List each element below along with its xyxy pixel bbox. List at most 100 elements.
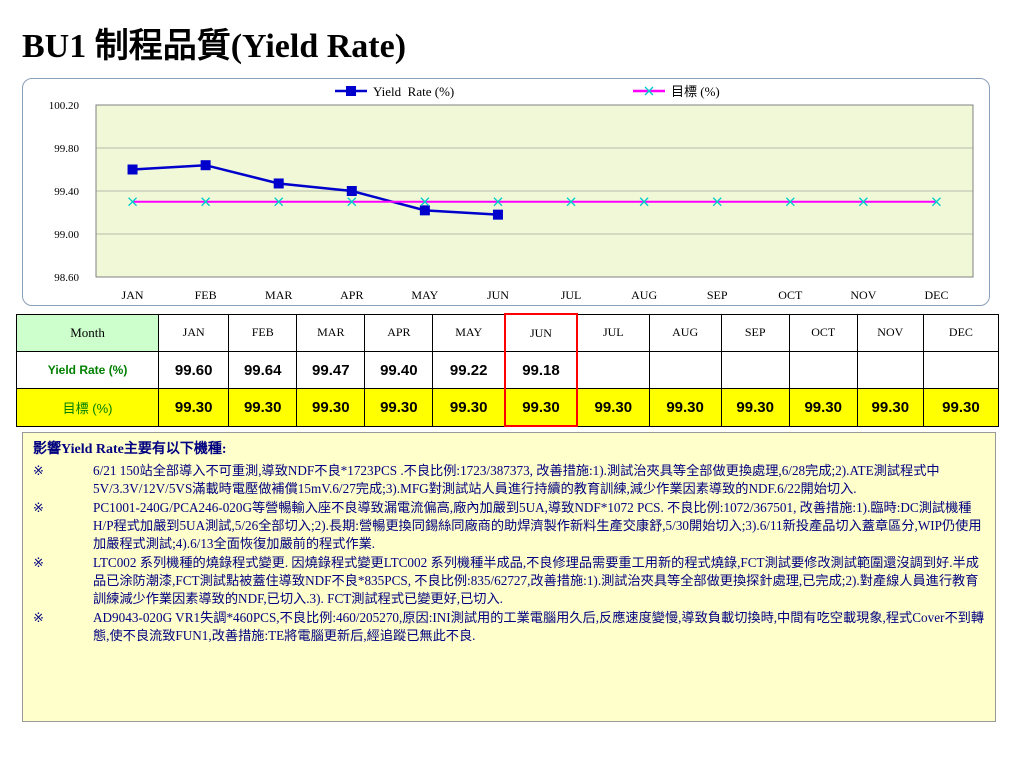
- x-tick-label: OCT: [778, 288, 803, 302]
- target-point: [201, 197, 211, 207]
- yield-value-jan: 99.60: [158, 351, 230, 389]
- yield-point: [346, 186, 357, 196]
- month-header-apr: APR: [364, 313, 434, 352]
- x-tick-label: MAR: [265, 288, 292, 302]
- yield-point: [492, 209, 503, 220]
- yield-value-nov: [856, 351, 924, 389]
- target-point: [639, 197, 649, 207]
- month-header-oct: OCT: [788, 313, 858, 352]
- y-tick-label: 100.20: [49, 100, 80, 112]
- x-tick-label: JAN: [122, 288, 144, 302]
- x-tick-label: FEB: [195, 288, 217, 302]
- note-item: ※ AD9043-020G VR1失調*460PCS,不良比例:460/20527…: [33, 609, 985, 645]
- x-tick-label: DEC: [924, 288, 948, 302]
- x-tick-label: AUG: [631, 288, 657, 302]
- note-marker: ※: [33, 555, 45, 570]
- month-header-cell: Month: [15, 313, 160, 352]
- target-point: [347, 197, 357, 207]
- target-value-oct: 99.30: [788, 388, 858, 427]
- target-value-jun: 99.30: [503, 388, 579, 427]
- notes-panel: 影響Yield Rate主要有以下機種: ※ 6/21 150站全部導入不可重測,…: [22, 432, 996, 722]
- yield-value-sep: [720, 351, 790, 389]
- notes-list: ※ 6/21 150站全部導入不可重測,導致NDF不良*1723PCS .不良比例…: [33, 462, 985, 645]
- yield-rate-label-cell: Yield Rate (%): [15, 351, 160, 389]
- legend-label: Yield Rate (%): [373, 84, 454, 99]
- yield-value-jul: [576, 351, 650, 389]
- target-value-apr: 99.30: [364, 388, 434, 427]
- table-header-row: Month JAN FEB MAR APR MAY JUN JUL AUG SEP OCT NOV D…: [15, 313, 1000, 352]
- month-header-dec: DEC: [922, 313, 1000, 352]
- yield-value-may: 99.22: [432, 351, 506, 389]
- month-header-sep: SEP: [720, 313, 790, 352]
- axis-labels: 100.20 99.80 99.40 99.00 98.60 JAN FEB MAR APR MA…: [49, 100, 949, 302]
- note-marker: ※: [33, 463, 45, 478]
- yield-value-oct: [788, 351, 858, 389]
- x-tick-label: APR: [340, 288, 363, 302]
- y-tick-label: 99.80: [54, 143, 79, 155]
- target-value-jul: 99.30: [576, 388, 650, 427]
- note-item: ※ PC1001-240G/PCA246-020G等營暢輸入座不良導致漏電流偏高,…: [33, 499, 985, 553]
- target-row: 目標 (%) 99.30 99.30 99.30 99.30 99.30 99.30 99.…: [15, 388, 1000, 427]
- yield-value-jun: 99.18: [503, 351, 579, 389]
- target-value-jan: 99.30: [158, 388, 230, 427]
- target-point: [274, 197, 284, 207]
- target-value-mar: 99.30: [296, 388, 366, 427]
- series-line: [132, 163, 499, 216]
- target-value-sep: 99.30: [720, 388, 790, 427]
- target-value-nov: 99.30: [856, 388, 924, 427]
- x-tick-label: SEP: [707, 288, 728, 302]
- target-point: [931, 197, 941, 207]
- note-marker: ※: [33, 500, 45, 515]
- y-tick-label: 99.40: [54, 186, 79, 198]
- yield-point: [200, 160, 211, 171]
- month-header-feb: FEB: [228, 313, 298, 352]
- note-item: ※ LTC002 系列機種的燒錄程式變更. 因燒錄程式變更LTC002 系列機種半…: [33, 554, 985, 608]
- x-tick-label: JUN: [487, 288, 509, 302]
- yield-point: [127, 164, 138, 175]
- page-title: BU1 制程品質(Yield Rate): [22, 28, 407, 65]
- note-text: PC1001-240G/PCA246-020G等營暢輸入座不良導致漏電流偏高,廠…: [93, 500, 982, 551]
- month-header-may: MAY: [432, 313, 506, 352]
- target-value-dec: 99.30: [922, 388, 1000, 427]
- note-text: AD9043-020G VR1失調*460PCS,不良比例:460/205270…: [93, 610, 985, 643]
- note-text: LTC002 系列機種的燒錄程式變更. 因燒錄程式變更LTC002 系列機種半成…: [93, 555, 979, 606]
- yield-value-mar: 99.47: [296, 351, 366, 389]
- target-point: [420, 197, 430, 207]
- target-value-feb: 99.30: [228, 388, 298, 427]
- note-text: 6/21 150站全部導入不可重測,導致NDF不良*1723PCS .不良比例:…: [93, 463, 940, 496]
- chart-svg: 100.20 99.80 99.40 99.00 98.60 JAN FEB MAR APR MA…: [49, 84, 974, 302]
- yield-rate-chart: 100.20 99.80 99.40 99.00 98.60 JAN FEB MAR APR MA…: [22, 78, 990, 306]
- legend-marker: [644, 86, 654, 96]
- x-tick-label: JUL: [561, 288, 582, 302]
- legend-label: 目標 (%): [671, 84, 720, 99]
- month-header-jan: JAN: [158, 313, 230, 352]
- target-value-aug: 99.30: [648, 388, 722, 427]
- grid-lines: [96, 104, 973, 278]
- month-header-aug: AUG: [648, 313, 722, 352]
- yield-value-aug: [648, 351, 722, 389]
- note-marker: ※: [33, 610, 45, 625]
- yield-rate-row: Yield Rate (%) 99.60 99.64 99.47 99.40 99.22…: [15, 351, 1000, 389]
- yield-value-apr: 99.40: [364, 351, 434, 389]
- target-point: [712, 197, 722, 207]
- month-header-jul: JUL: [576, 313, 650, 352]
- legend-marker: [346, 86, 356, 96]
- series-layer: [127, 160, 941, 220]
- notes-heading: 影響Yield Rate主要有以下機種:: [33, 442, 227, 457]
- x-tick-label: MAY: [411, 288, 438, 302]
- target-point: [128, 197, 138, 207]
- y-tick-label: 99.00: [54, 229, 79, 241]
- target-point: [785, 197, 795, 207]
- target-point: [566, 197, 576, 207]
- month-header-nov: NOV: [856, 313, 924, 352]
- target-value-may: 99.30: [432, 388, 506, 427]
- yield-point: [419, 205, 430, 216]
- legend: Yield Rate (%) 目標 (%): [335, 84, 720, 99]
- target-point: [493, 197, 503, 207]
- target-label-cell: 目標 (%): [15, 388, 160, 427]
- target-point: [858, 197, 868, 207]
- yield-value-feb: 99.64: [228, 351, 298, 389]
- month-header-mar: MAR: [296, 313, 366, 352]
- month-header-jun: JUN: [503, 313, 579, 352]
- y-tick-label: 98.60: [54, 272, 79, 284]
